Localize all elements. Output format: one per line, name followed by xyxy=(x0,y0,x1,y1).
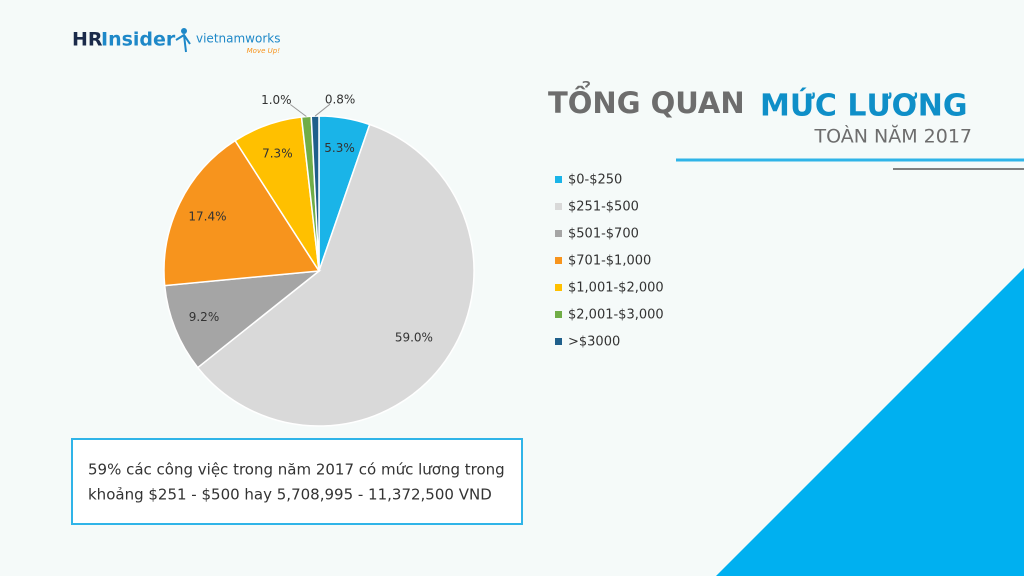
data-label: 5.3% xyxy=(324,141,355,155)
data-label: 1.0% xyxy=(261,93,292,107)
legend-swatch xyxy=(555,338,562,345)
corner-triangle xyxy=(716,268,1024,576)
title-part-1: TỔNG QUAN xyxy=(548,80,745,120)
subtitle: TOÀN NĂM 2017 xyxy=(814,124,972,148)
data-label: 0.8% xyxy=(325,93,356,107)
legend-label: $1,001-$2,000 xyxy=(568,281,664,296)
note-text: 59% các công việc trong năm 2017 có mức … xyxy=(88,461,505,479)
pie-slice xyxy=(163,139,321,287)
note-box xyxy=(71,438,523,525)
label-leader xyxy=(314,103,331,117)
data-label: 9.2% xyxy=(189,310,220,324)
logo-insider: Insider xyxy=(101,29,176,51)
title-part-2: MỨC LƯƠNG xyxy=(760,87,968,124)
logo-icon xyxy=(181,28,187,34)
legend-label: >$3000 xyxy=(568,335,620,350)
legend-label: $701-$1,000 xyxy=(568,254,651,269)
legend-swatch xyxy=(555,176,562,183)
logo-vietnamworks: vietnamworks xyxy=(196,32,280,46)
logo-hr: HR xyxy=(72,29,103,51)
legend-swatch xyxy=(555,257,562,264)
legend-swatch xyxy=(555,311,562,318)
data-label: 17.4% xyxy=(188,209,226,223)
logo-icon xyxy=(175,33,191,53)
pie-slice xyxy=(196,123,475,427)
legend-swatch xyxy=(555,284,562,291)
legend-swatch xyxy=(555,230,562,237)
legend-swatch xyxy=(555,203,562,210)
pie-slice xyxy=(310,115,320,272)
note-text: khoảng $251 - $500 hay 5,708,995 - 11,37… xyxy=(88,486,492,504)
legend-label: $2,001-$3,000 xyxy=(568,308,664,323)
label-leader xyxy=(290,104,307,117)
legend-label: $251-$500 xyxy=(568,200,639,215)
data-label: 59.0% xyxy=(395,331,433,345)
data-label: 7.3% xyxy=(262,147,293,161)
logo-tagline: Move Up! xyxy=(247,47,281,55)
pie-slice xyxy=(163,270,322,369)
legend-label: $501-$700 xyxy=(568,227,639,242)
legend-label: $0-$250 xyxy=(568,173,622,188)
